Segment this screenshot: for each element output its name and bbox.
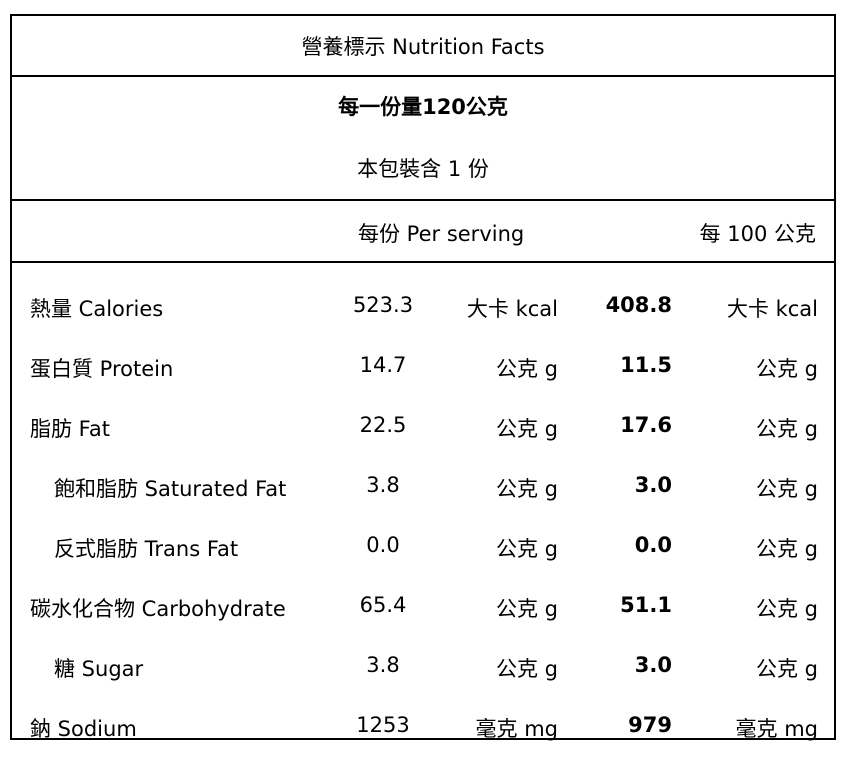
- per-serving-value: 0.0: [366, 533, 400, 557]
- per-100g-unit: 公克 g: [755, 477, 818, 501]
- per-100g-unit: 公克 g: [755, 417, 818, 441]
- servings-per-package: 本包裝含 1 份: [357, 157, 489, 181]
- nutrient-name: 脂肪 Fat: [30, 417, 110, 441]
- per-100g-unit: 毫克 mg: [735, 717, 818, 741]
- nutrient-row-calories: 熱量 Calories 523.3 大卡 kcal 408.8 大卡 kcal: [12, 277, 834, 337]
- per-100g-value: 3.0: [634, 473, 672, 497]
- serving-size: 每一份量120公克: [338, 95, 508, 119]
- per-serving-unit: 毫克 mg: [475, 717, 558, 741]
- nutrient-row-trans-fat: 反式脂肪 Trans Fat 0.0 公克 g 0.0 公克 g: [12, 517, 834, 577]
- per-100g-value: 17.6: [620, 413, 672, 437]
- per-100g-value: 408.8: [605, 293, 672, 317]
- nutrition-title: 營養標示 Nutrition Facts: [12, 16, 834, 77]
- per-serving-value: 3.8: [366, 653, 400, 677]
- per-serving-unit: 大卡 kcal: [466, 297, 558, 321]
- per-serving-unit: 公克 g: [495, 477, 558, 501]
- per-100g-value: 979: [628, 713, 672, 737]
- per-serving-value: 1253: [356, 713, 410, 737]
- per-100g-unit: 公克 g: [755, 537, 818, 561]
- per-serving-unit: 公克 g: [495, 657, 558, 681]
- per-serving-header: 每份 Per serving: [358, 222, 525, 246]
- nutrient-row-protein: 蛋白質 Protein 14.7 公克 g 11.5 公克 g: [12, 337, 834, 397]
- column-headers: 每份 Per serving 每 100 公克: [12, 201, 834, 263]
- per-serving-value: 523.3: [352, 293, 414, 317]
- per-serving-value: 65.4: [359, 593, 407, 617]
- nutrient-row-sodium: 鈉 Sodium 1253 毫克 mg 979 毫克 mg: [12, 697, 834, 757]
- per-100g-unit: 大卡 kcal: [726, 297, 818, 321]
- per-100g-header: 每 100 公克: [699, 222, 816, 246]
- per-100g-unit: 公克 g: [755, 357, 818, 381]
- per-serving-unit: 公克 g: [495, 597, 558, 621]
- nutrient-name: 鈉 Sodium: [30, 717, 137, 741]
- nutrient-rows: 熱量 Calories 523.3 大卡 kcal 408.8 大卡 kcal …: [12, 277, 834, 757]
- nutrition-facts-panel: 營養標示 Nutrition Facts 每一份量120公克 本包裝含 1 份 …: [10, 14, 836, 741]
- per-100g-value: 3.0: [634, 653, 672, 677]
- per-serving-value: 14.7: [359, 353, 407, 377]
- nutrient-name: 碳水化合物 Carbohydrate: [30, 597, 286, 621]
- per-serving-unit: 公克 g: [495, 357, 558, 381]
- per-100g-value: 0.0: [634, 533, 672, 557]
- per-serving-unit: 公克 g: [495, 417, 558, 441]
- nutrient-row-saturated-fat: 飽和脂肪 Saturated Fat 3.8 公克 g 3.0 公克 g: [12, 457, 834, 517]
- per-serving-value: 3.8: [366, 473, 400, 497]
- per-serving-value: 22.5: [359, 413, 407, 437]
- nutrient-name: 飽和脂肪 Saturated Fat: [54, 477, 287, 501]
- serving-info: 每一份量120公克 本包裝含 1 份: [12, 77, 834, 201]
- nutrient-name: 蛋白質 Protein: [30, 357, 174, 381]
- per-100g-unit: 公克 g: [755, 597, 818, 621]
- nutrient-name: 反式脂肪 Trans Fat: [54, 537, 239, 561]
- nutrient-row-carbohydrate: 碳水化合物 Carbohydrate 65.4 公克 g 51.1 公克 g: [12, 577, 834, 637]
- per-100g-value: 51.1: [620, 593, 672, 617]
- per-100g-value: 11.5: [620, 353, 672, 377]
- nutrient-row-sugar: 糖 Sugar 3.8 公克 g 3.0 公克 g: [12, 637, 834, 697]
- nutrient-name: 糖 Sugar: [54, 657, 144, 681]
- per-serving-unit: 公克 g: [495, 537, 558, 561]
- per-100g-unit: 公克 g: [755, 657, 818, 681]
- nutrient-name: 熱量 Calories: [30, 297, 164, 321]
- nutrient-row-fat: 脂肪 Fat 22.5 公克 g 17.6 公克 g: [12, 397, 834, 457]
